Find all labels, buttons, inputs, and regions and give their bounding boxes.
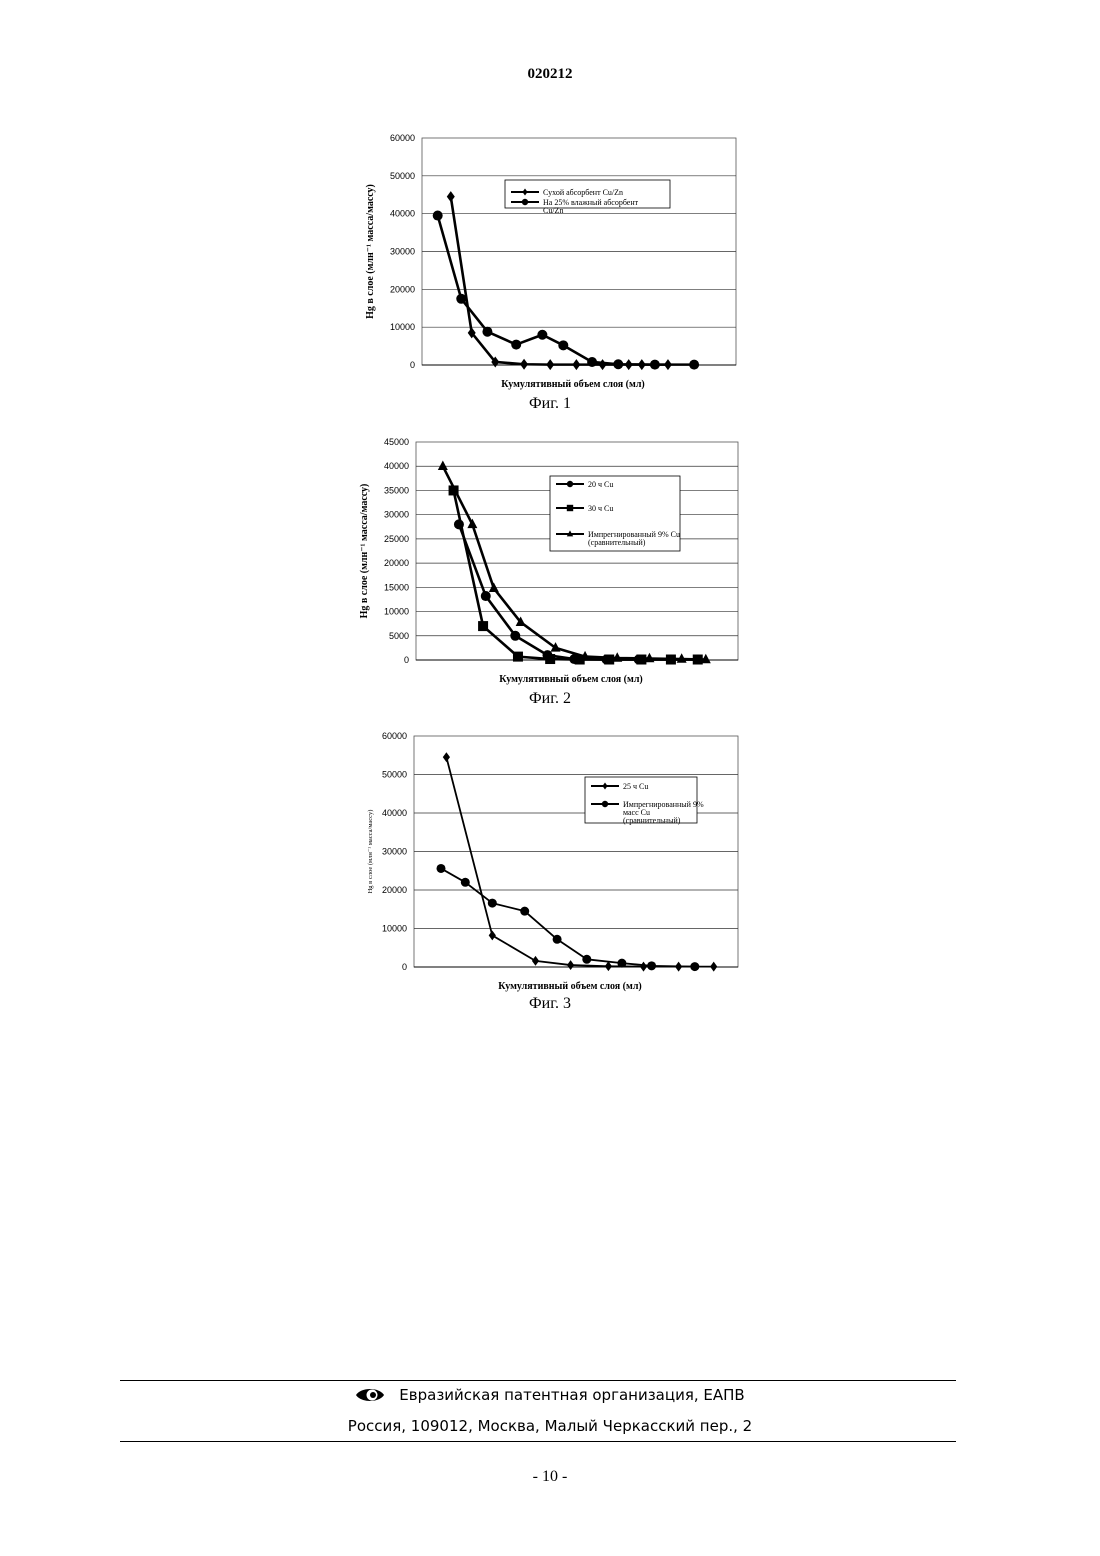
y-tick-label: 10000 (390, 322, 415, 332)
y-tick-label: 0 (410, 360, 415, 370)
data-point (513, 652, 523, 662)
y-tick-label: 15000 (384, 582, 409, 592)
y-tick-label: 40000 (382, 808, 407, 818)
data-point (510, 631, 520, 641)
data-point (456, 294, 466, 304)
document-number: 020212 (0, 66, 1100, 83)
y-tick-label: 20000 (382, 885, 407, 895)
y-tick-label: 25000 (384, 534, 409, 544)
y-axis-label: Hg в слое (млн⁻¹ масса/массу) (359, 484, 370, 619)
y-axis-label: Hg в слое (млн⁻¹ масса/массу) (365, 184, 376, 319)
data-point (613, 359, 623, 369)
data-point (617, 959, 626, 968)
legend-entry: 25 ч Cu (623, 782, 648, 791)
data-point (478, 621, 488, 631)
data-point (545, 654, 555, 664)
figure-caption-1: Фиг. 1 (0, 395, 1100, 413)
legend-entry: Сухой абсорбент Cu/Zn (543, 188, 623, 197)
data-point (553, 935, 562, 944)
data-point (587, 357, 597, 367)
data-point (582, 955, 591, 964)
data-point (690, 962, 699, 971)
eapo-logo-icon (355, 1385, 385, 1405)
y-tick-label: 40000 (384, 461, 409, 471)
chart-fig-3: 0 10000 20000 30000 40000 50000 60000 Кумулятив… (0, 725, 1100, 997)
y-tick-label: 20000 (390, 284, 415, 294)
data-point (433, 211, 443, 221)
y-tick-label: 20000 (384, 558, 409, 568)
data-point (488, 899, 497, 908)
data-point (511, 340, 521, 350)
data-point (537, 330, 547, 340)
y-axis-label: Hg в слое (млн⁻¹ масса/массу) (367, 810, 374, 894)
legend-entry: 20 ч Cu (588, 480, 613, 489)
y-tick-label: 50000 (390, 171, 415, 181)
y-tick-label: 10000 (384, 607, 409, 617)
legend-entry: (сравнительный) (623, 816, 681, 825)
data-point (461, 878, 470, 887)
y-tick-label: 35000 (384, 485, 409, 495)
chart-fig-1: 0 10000 20000 30000 40000 50000 60000 Кумулятив… (0, 125, 1100, 400)
y-tick-label: 0 (402, 962, 407, 972)
footer-address: Россия, 109012, Москва, Малый Черкасский… (0, 1417, 1100, 1435)
y-tick-label: 0 (404, 655, 409, 665)
chart-fig-2: 0 5000 10000 15000 20000 25000 30000 35000 40000… (0, 430, 1100, 695)
data-point (481, 591, 491, 601)
y-tick-label: 30000 (384, 510, 409, 520)
y-tick-label: 60000 (390, 133, 415, 143)
y-tick-label: 5000 (389, 631, 409, 641)
data-point (689, 360, 699, 370)
legend-entry: (сравнительный) (588, 538, 646, 547)
data-point (482, 327, 492, 337)
data-point (604, 655, 614, 665)
y-tick-label: 10000 (382, 924, 407, 934)
footer-bottom-rule (120, 1441, 956, 1442)
data-point (647, 961, 656, 970)
legend-marker (567, 481, 573, 487)
footer-organization: Евразийская патентная организация, ЕАПВ (0, 1385, 1100, 1405)
y-tick-label: 45000 (384, 437, 409, 447)
y-tick-label: 30000 (390, 247, 415, 257)
figure-caption-2: Фиг. 2 (0, 690, 1100, 708)
x-axis-label: Кумулятивный объем слоя (мл) (499, 674, 643, 685)
y-tick-label: 30000 (382, 847, 407, 857)
data-point (558, 340, 568, 350)
data-point (650, 360, 660, 370)
footer-top-rule (120, 1380, 956, 1381)
legend-entry: Cu/Zn (543, 206, 563, 215)
legend-marker (602, 801, 608, 807)
figure-caption-3: Фиг. 3 (0, 995, 1100, 1013)
y-tick-label: 40000 (390, 209, 415, 219)
legend-marker (567, 505, 573, 511)
y-tick-label: 50000 (382, 770, 407, 780)
data-point (520, 907, 529, 916)
page-number: - 10 - (0, 1468, 1100, 1486)
legend-entry: 30 ч Cu (588, 504, 613, 513)
x-axis-label: Кумулятивный объем слоя (мл) (498, 981, 642, 992)
data-point (437, 864, 446, 873)
legend-marker (522, 199, 528, 205)
x-axis-label: Кумулятивный объем слоя (мл) (501, 379, 645, 390)
y-tick-label: 60000 (382, 731, 407, 741)
footer-org-name: Евразийская патентная организация, ЕАПВ (399, 1386, 744, 1404)
